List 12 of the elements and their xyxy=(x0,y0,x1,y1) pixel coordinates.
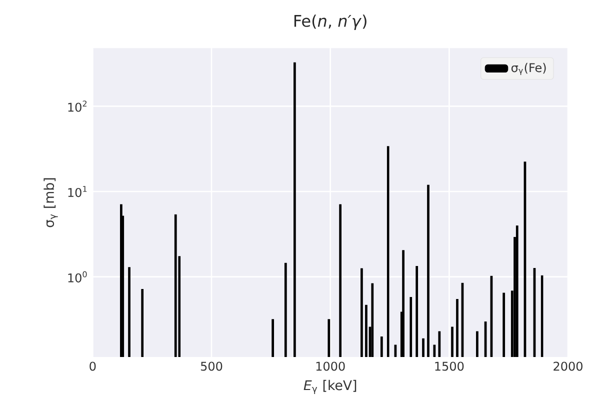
x-tick-label: 1000 xyxy=(316,362,345,371)
x-tick-label: 0 xyxy=(90,362,96,371)
y-tick-label: 10$^{1}$ xyxy=(68,186,87,198)
x-tick-label: 500 xyxy=(200,362,222,371)
y-tick-label: 10$^{2}$ xyxy=(68,100,86,112)
x-axis-title: E$_{γ}$ [keV] xyxy=(304,380,356,394)
chart-title: Fe(n, n′γ) xyxy=(294,14,366,30)
y-axis-title: σ$_{γ}$ [mb] xyxy=(44,178,58,228)
y-tick-label: 10$^{0}$ xyxy=(68,271,87,282)
x-tick-label: 1500 xyxy=(435,362,464,371)
x-tick-label: 2000 xyxy=(554,362,582,371)
legend-label: σ$_{γ}$(Fe) xyxy=(511,62,546,76)
